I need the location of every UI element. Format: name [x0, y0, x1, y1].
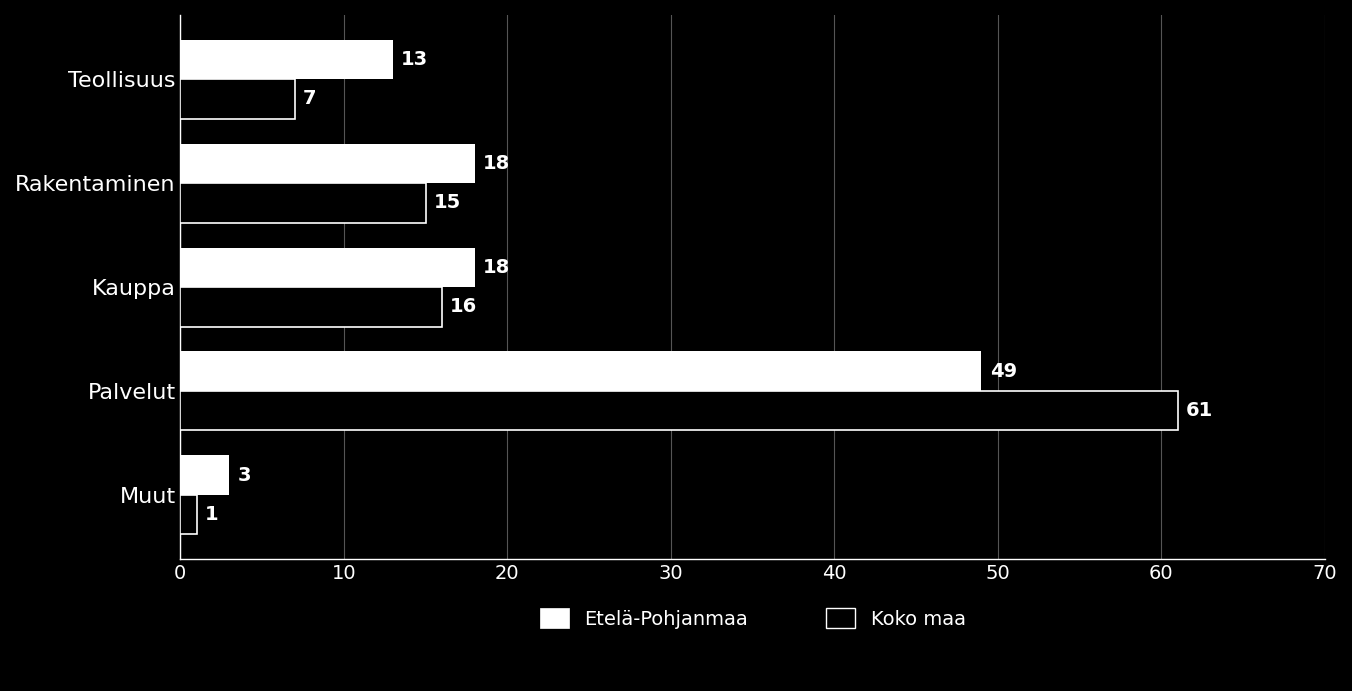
Text: 13: 13 [402, 50, 429, 69]
Text: 18: 18 [483, 154, 510, 173]
Legend: Etelä-Pohjanmaa, Koko maa: Etelä-Pohjanmaa, Koko maa [531, 600, 973, 636]
Text: 1: 1 [206, 505, 219, 524]
Bar [180, 79, 295, 119]
Text: 7: 7 [303, 89, 316, 108]
Bar [180, 144, 475, 183]
Bar [180, 352, 982, 391]
Text: 3: 3 [238, 466, 251, 484]
Text: 18: 18 [483, 258, 510, 277]
Bar [180, 287, 442, 327]
Bar [180, 495, 196, 534]
Bar [180, 183, 426, 223]
Text: 16: 16 [450, 297, 477, 316]
Text: 15: 15 [434, 193, 461, 212]
Text: 61: 61 [1186, 401, 1213, 420]
Bar [180, 40, 393, 79]
Bar [180, 247, 475, 287]
Bar [180, 455, 230, 495]
Bar [180, 391, 1178, 430]
Text: 49: 49 [990, 362, 1017, 381]
